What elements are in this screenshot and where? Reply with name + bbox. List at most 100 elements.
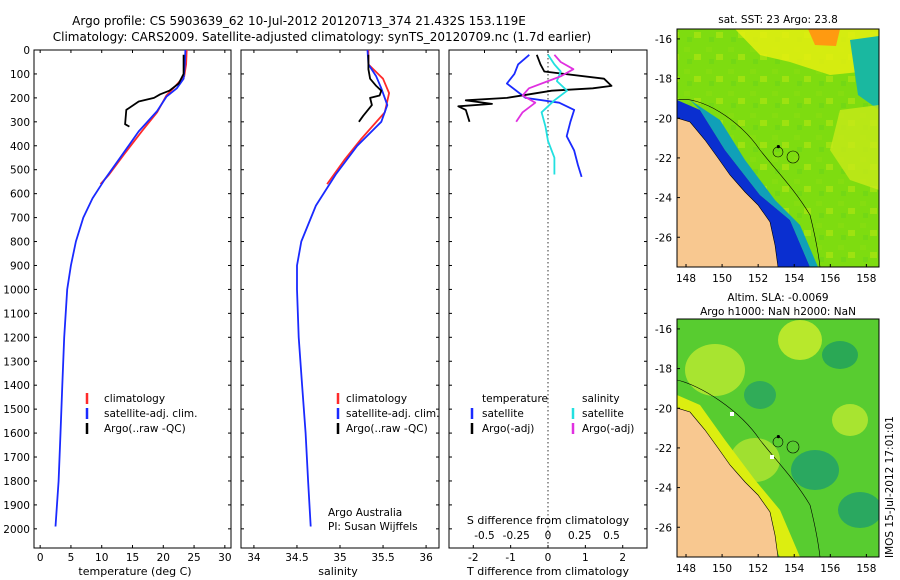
depth-tick-label: 1600 bbox=[3, 428, 30, 440]
credit-line-2: PI: Susan Wijffels bbox=[328, 521, 418, 533]
legend-label-t-satellite: satellite bbox=[482, 408, 524, 420]
salinity-tick-label: 34.5 bbox=[285, 552, 308, 564]
sla-low-2 bbox=[791, 450, 839, 490]
longitude-tick-label: 152 bbox=[748, 563, 768, 575]
sst-warm-patch-mid bbox=[830, 105, 879, 190]
credit-line-1: Argo Australia bbox=[328, 507, 402, 519]
latitude-tick-label: -22 bbox=[655, 153, 672, 165]
legend-label-climatology: climatology bbox=[346, 393, 407, 405]
sla-map-ticks: 148 150 152 154 156 158 -16 -18 -20 -22 -24 -26 bbox=[655, 324, 877, 575]
depth-tick-label: 0 bbox=[23, 45, 30, 57]
sst-cool-patch-east bbox=[850, 36, 879, 110]
t-difference-tick-label: 0 bbox=[545, 552, 552, 564]
longitude-tick-label: 148 bbox=[676, 273, 696, 285]
depth-tick-label: 600 bbox=[10, 189, 30, 201]
temperature-panel: 0100200300400500600700800900100011001200… bbox=[3, 45, 231, 578]
latitude-tick-label: -22 bbox=[655, 443, 672, 455]
sla-map-panel: Altim. SLA: -0.0069 Argo h1000: NaN h200… bbox=[655, 292, 880, 575]
longitude-tick-label: 152 bbox=[748, 273, 768, 285]
depth-tick-label: 1800 bbox=[3, 476, 30, 488]
salinity-depth-ticks bbox=[241, 49, 439, 530]
longitude-tick-label: 156 bbox=[820, 563, 840, 575]
latitude-tick-label: -20 bbox=[655, 113, 672, 125]
difference-line-temperature-argo-adj- bbox=[457, 54, 613, 123]
latitude-tick-label: -20 bbox=[655, 403, 672, 415]
depth-tick-label: 200 bbox=[10, 93, 30, 105]
sst-map-frame bbox=[676, 28, 880, 268]
difference-series bbox=[457, 54, 613, 178]
depth-axis-ticks: 0 100 200 300 400 500 600 700 800 900 1000 1100 1200… bbox=[3, 45, 231, 536]
s-difference-axis-label: S difference from climatology bbox=[467, 514, 630, 527]
salinity-tick-label: 34 bbox=[247, 552, 261, 564]
temperature-tick-label: 10 bbox=[95, 552, 108, 564]
s-difference-tick-label: -0.5 bbox=[474, 530, 495, 542]
difference-legend: temperature salinity satellite Argo(-adj… bbox=[470, 393, 634, 435]
difference-depth-ticks bbox=[449, 49, 647, 530]
longitude-tick-label: 154 bbox=[784, 563, 804, 575]
sla-map-image bbox=[677, 319, 879, 557]
t-difference-tick-label: 2 bbox=[619, 552, 626, 564]
legend-label-satellite: satellite-adj. clim. bbox=[346, 408, 439, 420]
temperature-line-argo-raw-qc- bbox=[124, 54, 185, 128]
depth-tick-label: 1400 bbox=[3, 380, 30, 392]
sla-land bbox=[677, 407, 779, 557]
sla-map-frame bbox=[676, 318, 880, 558]
sla-high-4 bbox=[832, 404, 868, 436]
sst-warm-patch-north bbox=[735, 29, 879, 75]
sst-shelf-band bbox=[690, 100, 818, 267]
temperature-tick-label: 20 bbox=[157, 552, 170, 564]
temperature-tick-label: 30 bbox=[218, 552, 231, 564]
latitude-tick-label: -18 bbox=[655, 74, 672, 86]
sst-argo-marker bbox=[776, 145, 780, 149]
sst-land bbox=[677, 117, 779, 267]
s-difference-tick-label: -0.25 bbox=[503, 530, 530, 542]
depth-tick-label: 1100 bbox=[3, 308, 30, 320]
depth-tick-label: 400 bbox=[10, 141, 30, 153]
t-difference-tick-label: -1 bbox=[505, 552, 515, 564]
s-difference-tick-label: 0 bbox=[545, 530, 552, 542]
salinity-legend: climatology satellite-adj. clim. Argo(..… bbox=[336, 393, 439, 435]
sla-map-title-2: Argo h1000: NaN h2000: NaN bbox=[700, 306, 856, 318]
legend-title-temperature: temperature bbox=[482, 393, 548, 405]
legend-label-t-argo: Argo(-adj) bbox=[482, 423, 534, 435]
depth-tick-label: 100 bbox=[10, 69, 30, 81]
latitude-tick-label: -26 bbox=[655, 522, 672, 534]
depth-tick-label: 1200 bbox=[3, 332, 30, 344]
difference-axis-ticks: -2 -1 0 1 2 -0.5 -0.25 0 0.25 0.5 bbox=[468, 50, 626, 564]
sst-map-ticks: 148 150 152 154 156 158 -16 -18 -20 -22 -24 -26 bbox=[655, 34, 877, 285]
temperature-tick-label: 25 bbox=[187, 552, 200, 564]
depth-tick-label: 1900 bbox=[3, 500, 30, 512]
sst-shelf-contour bbox=[677, 99, 821, 267]
difference-line-temperature-satellite bbox=[506, 54, 583, 178]
temperature-legend: climatology satellite-adj. clim. Argo(..… bbox=[85, 393, 197, 435]
difference-line-salinity-satellite bbox=[540, 54, 568, 175]
latitude-tick-label: -16 bbox=[655, 34, 672, 46]
temperature-tick-label: 15 bbox=[126, 552, 139, 564]
header-line-2: Climatology: CARS2009. Satellite-adjuste… bbox=[53, 30, 591, 44]
sla-low-1 bbox=[822, 341, 858, 369]
salinity-tick-label: 35 bbox=[333, 552, 346, 564]
sla-high-2 bbox=[778, 320, 822, 360]
sst-map-title: sat. SST: 23 Argo: 23.8 bbox=[718, 14, 838, 26]
difference-panel: -2 -1 0 1 2 -0.5 -0.25 0 0.25 0.5 temperature sal… bbox=[448, 49, 648, 578]
salinity-panel: 34 34.5 35 35.5 36 salinity climatology sate… bbox=[240, 49, 440, 578]
sla-low-3 bbox=[744, 381, 776, 409]
sst-map-panel: sat. SST: 23 Argo: 23.8 148 150 152 154 156 1… bbox=[655, 14, 880, 285]
sla-high-1 bbox=[685, 344, 745, 396]
latitude-tick-label: -26 bbox=[655, 232, 672, 244]
sst-hot-spot bbox=[808, 29, 840, 46]
latitude-tick-label: -18 bbox=[655, 364, 672, 376]
temperature-axes-frame bbox=[33, 49, 232, 549]
temperature-tick-label: 0 bbox=[37, 552, 44, 564]
latitude-tick-label: -16 bbox=[655, 324, 672, 336]
depth-tick-label: 1300 bbox=[3, 356, 30, 368]
depth-tick-label: 1700 bbox=[3, 452, 30, 464]
legend-label-argo: Argo(..raw -QC) bbox=[346, 423, 428, 435]
temperature-series bbox=[54, 50, 188, 527]
temperature-xlabel: temperature (deg C) bbox=[78, 565, 191, 578]
legend-label-climatology: climatology bbox=[104, 393, 165, 405]
t-difference-axis-label: T difference from climatology bbox=[466, 565, 629, 578]
salinity-axis-ticks: 34 34.5 35 35.5 36 bbox=[247, 50, 433, 564]
sla-argo-marker bbox=[776, 435, 780, 439]
sla-low-4 bbox=[838, 492, 879, 528]
